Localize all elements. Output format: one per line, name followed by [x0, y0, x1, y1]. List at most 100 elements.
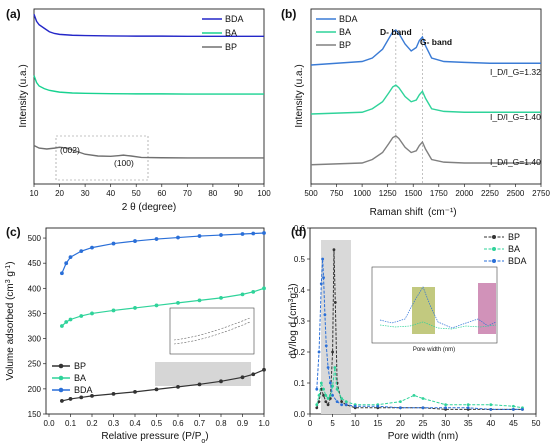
panel-a-legend: BDA BA BP [202, 14, 244, 52]
panel-d-xtick-label: 50 [532, 419, 541, 428]
panel-d-inset-curve-bda [379, 286, 497, 329]
panel-d-series-bp [316, 249, 523, 410]
panel-d-point-ba [333, 366, 337, 369]
panel-b-label: (b) [281, 7, 296, 21]
panel-c-point-bda [176, 235, 180, 240]
panel-a-series-bp [33, 144, 264, 159]
panel-d-ytick-label: 0.4 [294, 286, 306, 295]
panel-c-ytick-label: 300 [28, 335, 42, 344]
panel-c-ylabel-mid: g [5, 271, 16, 279]
panel-d-xtick-label: 35 [464, 419, 473, 428]
panel-c-point-bda [68, 255, 73, 260]
panel-d-legend: BP BA BDA [484, 232, 527, 266]
panel-b-frame [310, 8, 542, 185]
panel-b-band-guides [395, 29, 423, 184]
panel-d-point-ba [399, 400, 402, 403]
panel-d-point-ba [344, 400, 348, 403]
panel-b-legend-bda: BDA [339, 14, 358, 24]
panel-d-point-bp [319, 387, 323, 391]
panel-d-point-bda [328, 381, 332, 385]
panel-c-point-bda [133, 239, 137, 243]
panel-c-ytick-label: 350 [28, 309, 42, 318]
panel-d-series [315, 248, 524, 411]
panel-b-ratio-bda: I_D/I_G=1.32 [490, 67, 541, 77]
panel-d-ytick-label: 0.2 [294, 348, 306, 357]
panel-d-inset-xlabel: Pore width (nm) [413, 347, 455, 353]
panel-c-point-bda [251, 231, 256, 236]
panel-d-point-bp [317, 400, 321, 403]
panel-d-xlabel: Pore width (nm) [388, 431, 459, 442]
panel-c-xtick-label: 0.1 [65, 419, 77, 428]
panel-c-point-ba [111, 308, 116, 313]
panel-d-xtick-label: 20 [396, 419, 405, 428]
panel-a-series-bda [33, 14, 264, 37]
panel-c-ytick-label: 200 [28, 385, 42, 394]
panel-c-point-ba [251, 289, 256, 294]
panel-a-xticks: 10 20 30 40 50 60 70 80 90 100 [30, 184, 271, 198]
panel-c-legend-marker-bda [58, 387, 64, 393]
panel-d-point-bda [324, 344, 328, 348]
panel-d-point-bp [322, 394, 325, 397]
panel-a-xtick-label: 60 [157, 189, 166, 198]
panel-d-point-bda [521, 407, 524, 411]
panel-d-legend-bp: BP [508, 232, 520, 242]
panel-b-xtick-label: 2000 [455, 189, 473, 198]
panel-b-xtick-label: 750 [330, 189, 344, 198]
panel-a-xtick-label: 30 [81, 189, 90, 198]
panel-d-point-bp [340, 400, 344, 403]
panel-c-xlabel-end: ) [205, 431, 208, 442]
panel-c-point-bda [262, 231, 266, 235]
panel-d-point-ba [315, 403, 319, 407]
panel-b: (b) 500 750 1000 1250 1500 1750 2000 2250 2500 27… [281, 7, 550, 218]
panel-d-ylabel: dV/log d (cm3g-1) [288, 283, 300, 358]
panel-d-inset-highlight-magenta [478, 283, 496, 334]
panel-d-highlight-region [321, 240, 351, 414]
panel-d-point-ba [444, 403, 447, 407]
panel-c-point-bp [176, 384, 180, 389]
panel-d-inset-curve-ba [379, 321, 497, 330]
panel-a-series-ba [33, 75, 264, 95]
panel-c-xtick-label: 0.0 [43, 419, 55, 428]
panel-a-annotation-100: (100) [114, 158, 134, 168]
panel-d-point-bda [344, 403, 348, 407]
panel-b-xtick-label: 1250 [379, 189, 397, 198]
panel-d-xtick-label: 5 [330, 419, 335, 428]
panel-c-inset [169, 307, 255, 355]
panel-d-point-bda [317, 350, 321, 354]
panel-a-xtick-label: 90 [234, 189, 243, 198]
panel-c-legend-bp: BP [74, 361, 86, 371]
panel-c-point-bda [111, 241, 116, 246]
panel-d-point-ba [340, 397, 344, 400]
panel-d-point-ba [335, 387, 339, 391]
panel-c-xtick-label: 1.0 [258, 419, 270, 428]
panel-b-xtick-label: 1500 [404, 189, 422, 198]
panel-a-xtick-label: 100 [257, 189, 271, 198]
panel-c-xtick-label: 0.8 [215, 419, 227, 428]
panel-b-xtick-label: 2750 [532, 189, 550, 198]
panel-c-xtick-label: 0.3 [108, 419, 120, 428]
panel-c-point-bda [60, 271, 64, 276]
panel-b-series-ba [310, 84, 541, 115]
panel-c-ytick-label: 400 [28, 284, 42, 293]
panel-a-series [33, 14, 264, 159]
panel-b-series [310, 29, 541, 166]
panel-d-point-ba [421, 397, 425, 400]
panel-d-point-bda [319, 282, 323, 286]
panel-c: (c) 0.0 0.1 0.2 0.3 0.4 0.5 0.6 0.7 0.8 0.9 1.0 15… [5, 225, 271, 443]
panel-c-ylabel-main: Volume adsorbed (cm [5, 283, 16, 380]
panel-b-xtick-label: 1000 [353, 189, 371, 198]
panel-a-xtick-label: 70 [183, 189, 192, 198]
panel-a-xtick-label: 80 [208, 189, 217, 198]
panel-c-point-ba [60, 324, 64, 328]
panel-d-xtick-label: 0 [308, 419, 313, 428]
panel-c-point-bda [197, 234, 202, 238]
panel-c-point-bp [60, 399, 64, 403]
panel-c-xticks: 0.0 0.1 0.2 0.3 0.4 0.5 0.6 0.7 0.8 0.9 1.0 [43, 414, 270, 428]
panel-b-legend: BDA BA BP [316, 14, 358, 50]
panel-d-point-bda [399, 406, 402, 410]
panel-d-point-bda [331, 394, 334, 397]
panel-b-xtick-label: 1750 [430, 189, 448, 198]
panel-a-legend-bp: BP [225, 42, 237, 52]
panel-c-legend: BP BA BDA [52, 361, 93, 395]
